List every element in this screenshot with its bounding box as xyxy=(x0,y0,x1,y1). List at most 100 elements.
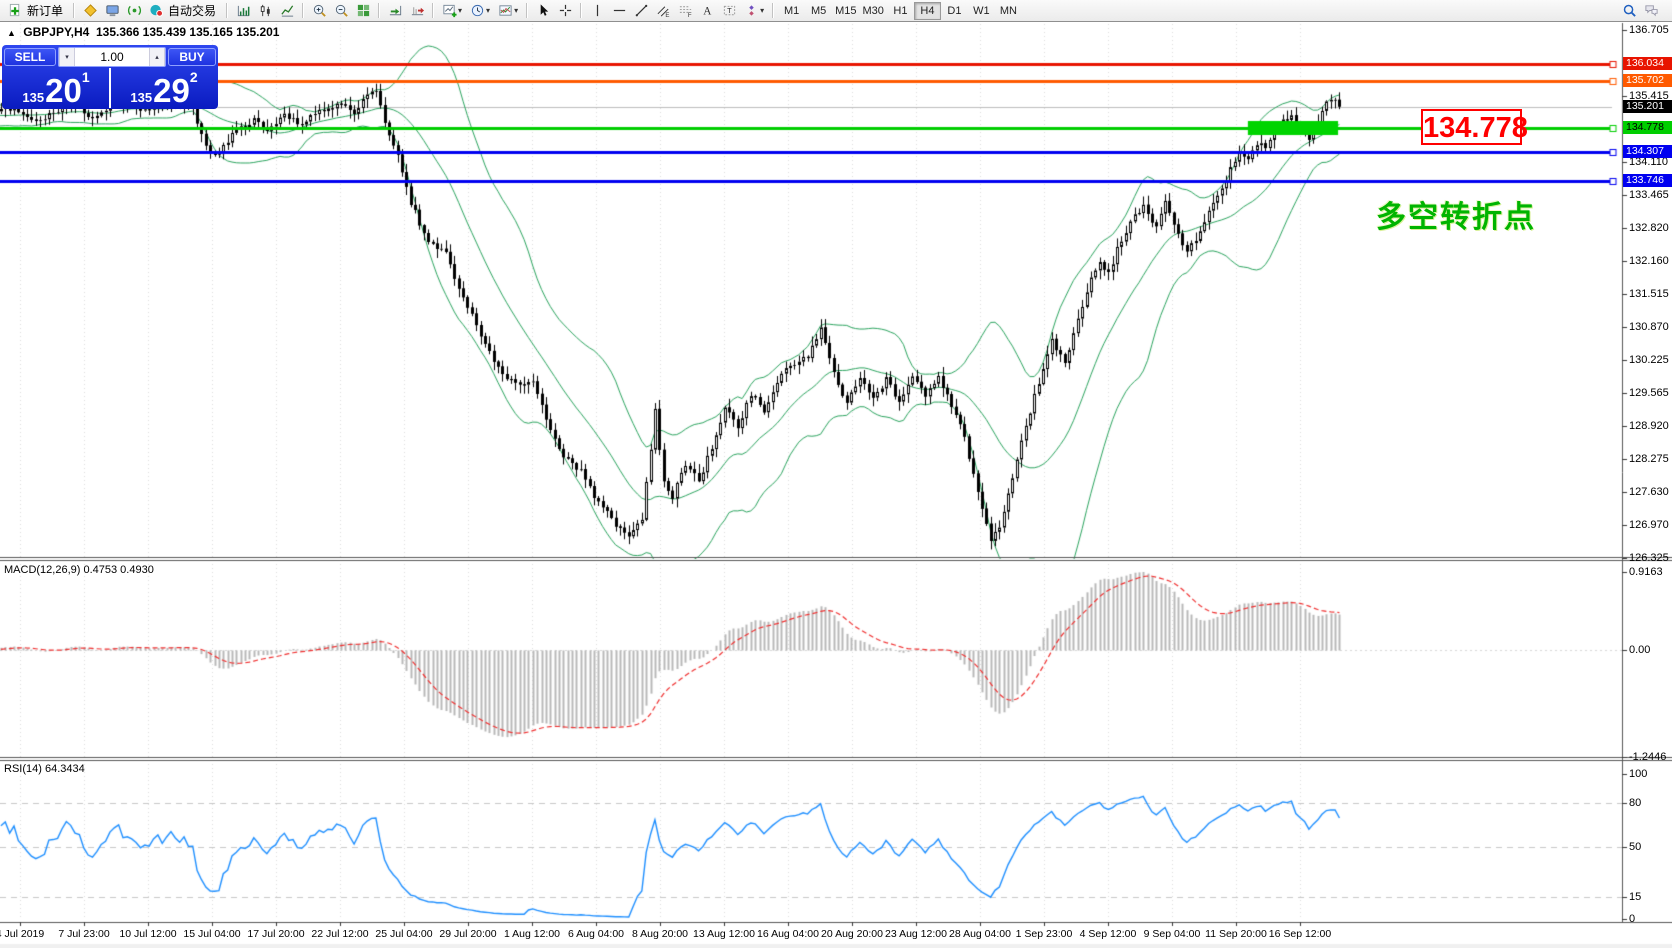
text-label-icon[interactable]: T xyxy=(718,2,740,20)
terminal-icon[interactable] xyxy=(101,2,123,20)
signals-icon[interactable] xyxy=(123,2,145,20)
timeframe-W1[interactable]: W1 xyxy=(968,2,995,20)
autotrading-icon[interactable] xyxy=(145,2,167,20)
date-label: 4 Jul 2019 xyxy=(0,928,45,940)
price-tick: 126.970 xyxy=(1629,519,1669,532)
rsi-indicator-label: RSI(14) 64.3434 xyxy=(4,763,85,775)
line-chart-icon[interactable] xyxy=(276,2,298,20)
horizontal-line-icon[interactable] xyxy=(608,2,630,20)
price-annotation-box[interactable]: 134.778 xyxy=(1421,109,1528,145)
fibonacci-icon[interactable]: F xyxy=(674,2,696,20)
volume-dropdown-button[interactable]: ▾ xyxy=(59,48,75,66)
price-divider xyxy=(109,68,111,108)
timeframe-M1[interactable]: M1 xyxy=(778,2,805,20)
buy-price-box[interactable]: 135 29 2 xyxy=(110,68,218,108)
period-icon[interactable] xyxy=(466,2,488,20)
auto-scroll-icon[interactable] xyxy=(384,2,406,20)
dropdown-caret-icon[interactable]: ▾ xyxy=(486,6,491,15)
date-label: 25 Jul 04:00 xyxy=(375,928,433,940)
rsi-tick: 50 xyxy=(1629,840,1642,853)
date-label: 23 Aug 12:00 xyxy=(885,928,947,940)
channel-icon[interactable]: E xyxy=(652,2,674,20)
toolbar-right-group xyxy=(1618,2,1662,20)
crosshair-icon[interactable] xyxy=(554,2,576,20)
metaeditor-icon[interactable] xyxy=(79,2,101,20)
one-click-trading-panel: SELL ▾ ▴ BUY 135 20 1 135 29 2 xyxy=(2,45,218,109)
text-icon[interactable]: A xyxy=(696,2,718,20)
date-label: 1 Sep 23:00 xyxy=(1015,928,1073,940)
toolbar-separator xyxy=(526,3,529,18)
price-level-label[interactable]: 133.746 xyxy=(1623,173,1672,187)
date-label: 4 Sep 12:00 xyxy=(1079,928,1137,940)
symbol-ohlc: 135.366 135.439 135.165 135.201 xyxy=(95,25,280,39)
date-label: 11 Sep 20:00 xyxy=(1205,928,1267,940)
volume-spinner: ▾ ▴ xyxy=(58,47,166,67)
price-level-label[interactable]: 134.307 xyxy=(1623,144,1672,158)
timeframe-MN[interactable]: MN xyxy=(995,2,1022,20)
price-tick: 136.705 xyxy=(1629,24,1669,36)
rsi-tick: 100 xyxy=(1629,768,1648,780)
dropdown-caret-icon[interactable]: ▾ xyxy=(514,6,519,15)
tile-windows-icon[interactable] xyxy=(352,2,374,20)
arrows-icon[interactable] xyxy=(740,2,762,20)
zoom-in-icon[interactable] xyxy=(308,2,330,20)
search-icon[interactable] xyxy=(1618,2,1640,20)
timeframe-M5[interactable]: M5 xyxy=(805,2,832,20)
price-level-label[interactable]: 136.034 xyxy=(1623,57,1672,71)
trendline-icon[interactable] xyxy=(630,2,652,20)
date-label: 8 Aug 20:00 xyxy=(631,928,689,940)
collapse-arrow-icon[interactable]: ▲ xyxy=(7,28,16,38)
sell-price-sup: 1 xyxy=(81,69,90,85)
macd-tick: -1.2446 xyxy=(1629,751,1667,763)
sell-price-big: 20 xyxy=(45,72,82,109)
date-label: 16 Aug 04:00 xyxy=(757,928,819,940)
vertical-line-icon[interactable] xyxy=(586,2,608,20)
svg-text:F: F xyxy=(687,12,691,18)
toolbar-separator xyxy=(580,3,583,18)
template-icon[interactable] xyxy=(494,2,516,20)
bar-chart-icon[interactable] xyxy=(232,2,254,20)
sell-price-box[interactable]: 135 20 1 xyxy=(2,68,110,108)
new-order-icon[interactable] xyxy=(4,2,26,20)
date-label: 7 Jul 23:00 xyxy=(58,928,110,940)
timeframe-H1[interactable]: H1 xyxy=(887,2,914,20)
price-level-label[interactable]: 134.778 xyxy=(1623,121,1672,135)
new-order-label[interactable]: 新订单 xyxy=(27,4,64,18)
candlestick-chart-icon[interactable] xyxy=(254,2,276,20)
timeframe-D1[interactable]: D1 xyxy=(941,2,968,20)
macd-tick: 0.00 xyxy=(1629,644,1651,657)
new-chart-icon[interactable] xyxy=(438,2,460,20)
zoom-out-icon[interactable] xyxy=(330,2,352,20)
date-label: 17 Jul 20:00 xyxy=(247,928,305,940)
current-price-label: 135.201 xyxy=(1623,99,1672,113)
toolbar-separator xyxy=(226,3,229,18)
price-tick: 132.820 xyxy=(1629,221,1669,234)
dropdown-caret-icon[interactable]: ▾ xyxy=(760,6,765,15)
chinese-annotation-text[interactable]: 多空转折点 xyxy=(1376,201,1536,234)
buy-price-big: 29 xyxy=(153,72,190,109)
date-label: 16 Sep 12:00 xyxy=(1268,928,1332,940)
price-tick: 126.325 xyxy=(1629,552,1669,564)
price-tick: 135.415 xyxy=(1629,89,1669,102)
toolbar-separator xyxy=(772,3,775,18)
autotrading-label[interactable]: 自动交易 xyxy=(168,4,217,18)
rsi-tick: 80 xyxy=(1629,797,1642,809)
sell-button[interactable]: SELL xyxy=(4,48,56,66)
price-level-label[interactable]: 135.702 xyxy=(1623,74,1672,88)
volume-up-button[interactable]: ▴ xyxy=(149,48,165,66)
timeframe-M30[interactable]: M30 xyxy=(860,2,887,20)
cursor-icon[interactable] xyxy=(532,2,554,20)
volume-input[interactable] xyxy=(75,48,149,66)
macd-tick: 0.9163 xyxy=(1629,566,1663,578)
chat-icon[interactable] xyxy=(1640,2,1662,20)
dropdown-caret-icon[interactable]: ▾ xyxy=(458,6,463,15)
date-label: 20 Aug 20:00 xyxy=(821,928,883,940)
timeframe-M15[interactable]: M15 xyxy=(832,2,859,20)
svg-text:T: T xyxy=(727,6,732,15)
chart-shift-icon[interactable] xyxy=(406,2,428,20)
buy-button[interactable]: BUY xyxy=(168,48,216,66)
price-tick: 130.225 xyxy=(1629,353,1669,366)
timeframe-H4[interactable]: H4 xyxy=(913,1,941,20)
